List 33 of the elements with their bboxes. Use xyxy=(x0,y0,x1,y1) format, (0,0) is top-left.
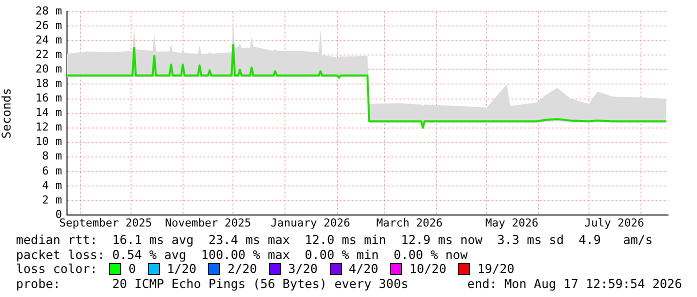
text: 3/20 xyxy=(288,262,318,276)
text: 4/20 xyxy=(348,262,378,276)
text: 1/20 xyxy=(166,262,196,276)
x-tick-label: May 2026 xyxy=(485,216,538,230)
text: 10/20 xyxy=(409,262,446,276)
y-tick-label: 22 m xyxy=(36,48,62,62)
x-tick-label: July 2026 xyxy=(584,216,644,230)
text: packet loss: 0.54 % avg 100.00 % max 0.00 % min 0.00 % now xyxy=(16,248,468,262)
y-tick-label: 6 m xyxy=(42,164,62,178)
y-tick-label: 20 m xyxy=(36,62,62,76)
x-tick-label: September 2025 xyxy=(59,216,152,230)
text: loss color: xyxy=(16,262,98,276)
text: 2/20 xyxy=(227,262,258,276)
y-tick-label: 18 m xyxy=(36,77,62,90)
x-tick-label: March 2026 xyxy=(376,216,443,230)
y-tick-label: 10 m xyxy=(36,135,62,148)
text: probe: 20 ICMP Echo Pings (56 Bytes) every 300s xyxy=(16,276,408,291)
y-tick-label: 2 m xyxy=(42,193,62,206)
text: 19/20 xyxy=(477,262,514,276)
y-tick-label: 12 m xyxy=(36,120,62,134)
y-tick-label: 28 m xyxy=(36,4,62,18)
y-tick-label: 4 m xyxy=(42,178,62,192)
y-tick-label: 8 m xyxy=(42,150,62,163)
y-tick-label: 24 m xyxy=(36,34,62,47)
y-axis-title: Seconds xyxy=(0,88,14,139)
y-tick-label: 26 m xyxy=(36,18,62,32)
x-tick-label: November 2025 xyxy=(164,216,252,230)
text: end: Mon Aug 17 12:59:54 2026 xyxy=(467,276,682,291)
text: median rtt: 16.1 ms avg 23.4 ms max 12.0 ms min 12.9 ms now 3.3 ms sd 4.9 am/s xyxy=(16,233,653,248)
x-tick-label: January 2026 xyxy=(270,216,350,230)
y-tick-label: 14 m xyxy=(36,106,62,120)
y-tick-label: 16 m xyxy=(36,92,62,105)
text: 0 xyxy=(128,262,136,276)
